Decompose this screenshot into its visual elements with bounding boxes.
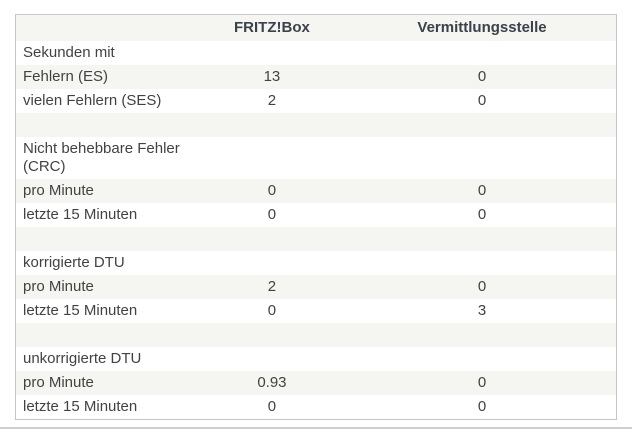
vermittlungsstelle-value-cell: 0 [477, 205, 487, 223]
row-label-cell: Nicht behebbare Fehler (CRC) [23, 139, 180, 175]
vermittlungsstelle-value-cell: 3 [477, 301, 487, 319]
row-label-cell: pro Minute [23, 373, 94, 391]
row-label-cell: korrigierte DTU [23, 253, 125, 271]
fritzbox-value-cell [196, 113, 348, 137]
error-counters-table: FRITZ!Box Vermittlungsstelle Sekunden mi… [15, 14, 617, 420]
fritzbox-value-cell [196, 227, 348, 251]
header-fritzbox: FRITZ!Box [234, 18, 310, 36]
header-empty-cell [16, 15, 196, 41]
row-label-cell: letzte 15 Minuten [23, 397, 138, 415]
spacer-row [15, 226, 617, 251]
row-label-cell: unkorrigierte DTU [23, 349, 142, 367]
vermittlungsstelle-value-cell: 0 [477, 67, 487, 85]
table-body: Sekunden mit Fehlern (ES) 13 0 vielen Fehler… [15, 40, 617, 419]
spacer-row [15, 322, 617, 347]
fritzbox-value-cell [196, 137, 348, 179]
section-row: Nicht behebbare Fehler (CRC) [15, 136, 617, 179]
vermittlungsstelle-value-cell: 0 [477, 181, 487, 199]
header-vermittlungsstelle: Vermittlungsstelle [417, 18, 547, 36]
vermittlungsstelle-value-cell: 0 [477, 91, 487, 109]
fritzbox-value-cell [196, 41, 348, 65]
row-label-cell: Sekunden mit [23, 43, 115, 61]
row-label-cell [16, 113, 196, 137]
fritzbox-value-cell: 0 [267, 397, 277, 415]
vermittlungsstelle-value-cell: 0 [477, 373, 487, 391]
vermittlungsstelle-value-cell [348, 251, 616, 275]
section-row: Sekunden mit [15, 40, 617, 65]
dsl-error-stats-panel: FRITZ!Box Vermittlungsstelle Sekunden mi… [0, 14, 632, 429]
row-label-cell [16, 323, 196, 347]
row-label-cell: letzte 15 Minuten [23, 205, 138, 223]
vermittlungsstelle-value-cell [348, 113, 616, 137]
fritzbox-value-cell: 2 [267, 277, 277, 295]
section-row: unkorrigierte DTU [15, 346, 617, 371]
fritzbox-value-cell [196, 323, 348, 347]
table-row: Fehlern (ES) 13 0 [15, 64, 617, 89]
table-row: letzte 15 Minuten 0 3 [15, 298, 617, 323]
vermittlungsstelle-value-cell [348, 323, 616, 347]
fritzbox-value-cell [196, 251, 348, 275]
fritzbox-value-cell: 0.93 [257, 373, 287, 391]
table-row: pro Minute 2 0 [15, 274, 617, 299]
fritzbox-value-cell: 13 [263, 67, 281, 85]
table-row: vielen Fehlern (SES) 2 0 [15, 88, 617, 113]
fritzbox-value-cell: 2 [267, 91, 277, 109]
fritzbox-value-cell: 0 [267, 181, 277, 199]
row-label-cell: pro Minute [23, 277, 94, 295]
fritzbox-value-cell [196, 347, 348, 371]
row-label-cell: vielen Fehlern (SES) [23, 91, 162, 109]
table-row: pro Minute 0.93 0 [15, 370, 617, 395]
vermittlungsstelle-value-cell: 0 [477, 397, 487, 415]
table-row: pro Minute 0 0 [15, 178, 617, 203]
table-row: letzte 15 Minuten 0 0 [15, 394, 617, 419]
table-row: letzte 15 Minuten 0 0 [15, 202, 617, 227]
fritzbox-value-cell: 0 [267, 301, 277, 319]
section-row: korrigierte DTU [15, 250, 617, 275]
vermittlungsstelle-value-cell [348, 41, 616, 65]
vermittlungsstelle-value-cell: 0 [477, 277, 487, 295]
vermittlungsstelle-value-cell [348, 227, 616, 251]
row-label-cell: pro Minute [23, 181, 94, 199]
section-divider [0, 426, 632, 429]
spacer-row [15, 112, 617, 137]
vermittlungsstelle-value-cell [348, 347, 616, 371]
row-label-cell: letzte 15 Minuten [23, 301, 138, 319]
fritzbox-value-cell: 0 [267, 205, 277, 223]
table-header-row: FRITZ!Box Vermittlungsstelle [15, 14, 617, 41]
row-label-cell: Fehlern (ES) [23, 67, 109, 85]
row-label-cell [16, 227, 196, 251]
vermittlungsstelle-value-cell [348, 137, 616, 179]
